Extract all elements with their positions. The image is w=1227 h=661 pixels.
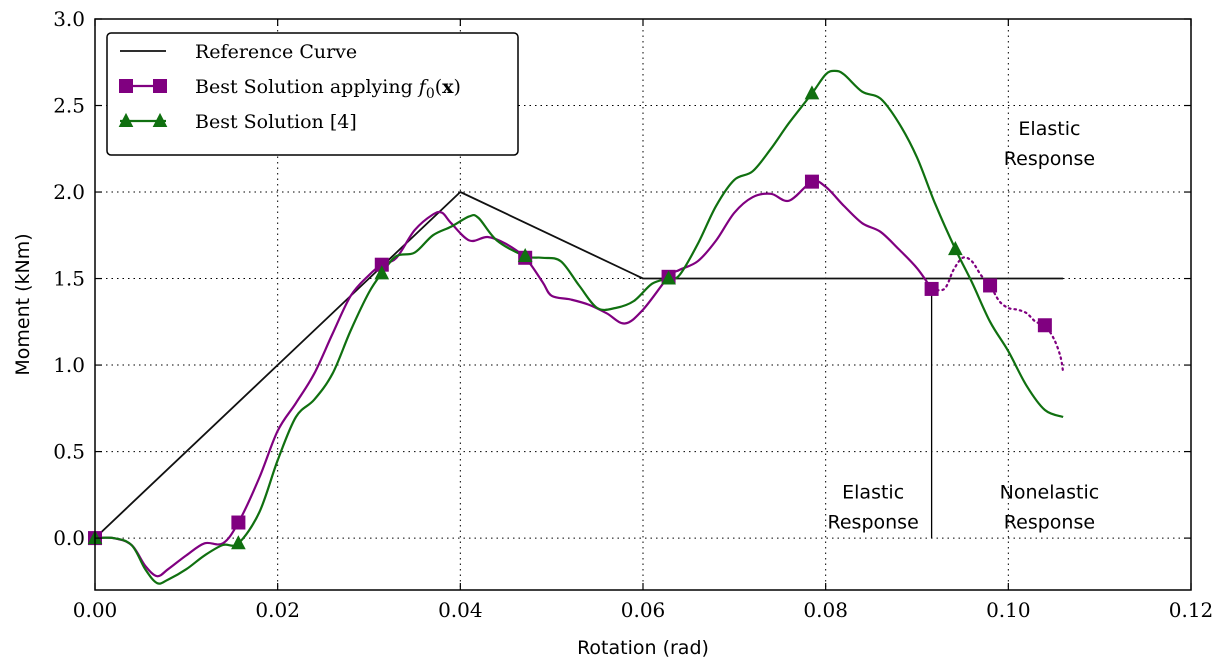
y-tick-label: 1.5 — [53, 267, 85, 291]
y-tick-label: 3.0 — [53, 7, 85, 31]
legend-marker — [119, 79, 133, 93]
y-tick-label: 1.0 — [53, 353, 85, 377]
legend-marker — [153, 79, 167, 93]
series-2-point — [804, 85, 820, 100]
y-tick-label: 0.0 — [53, 526, 85, 550]
legend-entry-1: Best Solution applying f0(x) — [119, 76, 461, 102]
x-tick-label: 0.08 — [803, 598, 848, 622]
series-line-1-dotted — [930, 256, 1065, 374]
x-tick-label: 0.10 — [986, 598, 1031, 622]
series-1-point — [983, 278, 998, 293]
y-tick-label: 2.5 — [53, 94, 85, 118]
legend-label: Best Solution [4] — [195, 111, 357, 133]
annotations: Elastic Response Elastic Response Nonelastic… — [828, 118, 1100, 533]
series-2-point — [231, 535, 246, 550]
legend-marker — [118, 112, 134, 127]
annotation-elastic-top: Elastic Response — [1004, 118, 1095, 170]
axis-ticks: 0.00 0.02 0.04 0.06 0.08 0.10 0.12 0.0 0.5 1.0 1.5… — [53, 7, 1213, 622]
legend-entry-0: Reference Curve — [120, 41, 357, 63]
marker-layer — [87, 85, 1052, 550]
annotation-elastic-bottom: Elastic Response — [828, 481, 919, 533]
series-1-point — [1037, 318, 1052, 333]
series-2-point — [517, 247, 533, 263]
legend-box — [106, 32, 519, 156]
y-tick-label: 0.5 — [53, 440, 85, 464]
annotation-nonelastic: Nonelastic Response — [1000, 481, 1100, 533]
x-axis-label: Rotation (rad) — [577, 637, 709, 659]
legend-label: Reference Curve — [195, 41, 357, 63]
x-tick-label: 0.00 — [73, 598, 118, 622]
legend-label: Best Solution applying f0(x) — [195, 76, 461, 102]
series-1-point — [231, 515, 246, 530]
series-line-1 — [94, 179, 933, 578]
series-2-point — [661, 270, 676, 285]
series-2-point — [948, 241, 963, 256]
series-line-0 — [94, 191, 1064, 539]
series-1-point — [924, 281, 939, 296]
legend-marker — [152, 112, 168, 127]
x-tick-label: 0.04 — [438, 598, 483, 622]
series-2-point — [374, 265, 390, 280]
series-1-point — [804, 174, 819, 189]
series-layer — [94, 69, 1065, 585]
y-axis-label: Moment (kNm) — [12, 233, 34, 375]
x-tick-label: 0.12 — [1169, 598, 1214, 622]
x-tick-label: 0.06 — [621, 598, 666, 622]
series-line-2 — [94, 69, 1064, 585]
y-tick-label: 2.0 — [53, 180, 85, 204]
legend: Reference Curve Best Solution applying f0(… — [106, 32, 519, 156]
x-tick-label: 0.02 — [255, 598, 300, 622]
legend-entry-2: Best Solution [4] — [118, 111, 357, 133]
